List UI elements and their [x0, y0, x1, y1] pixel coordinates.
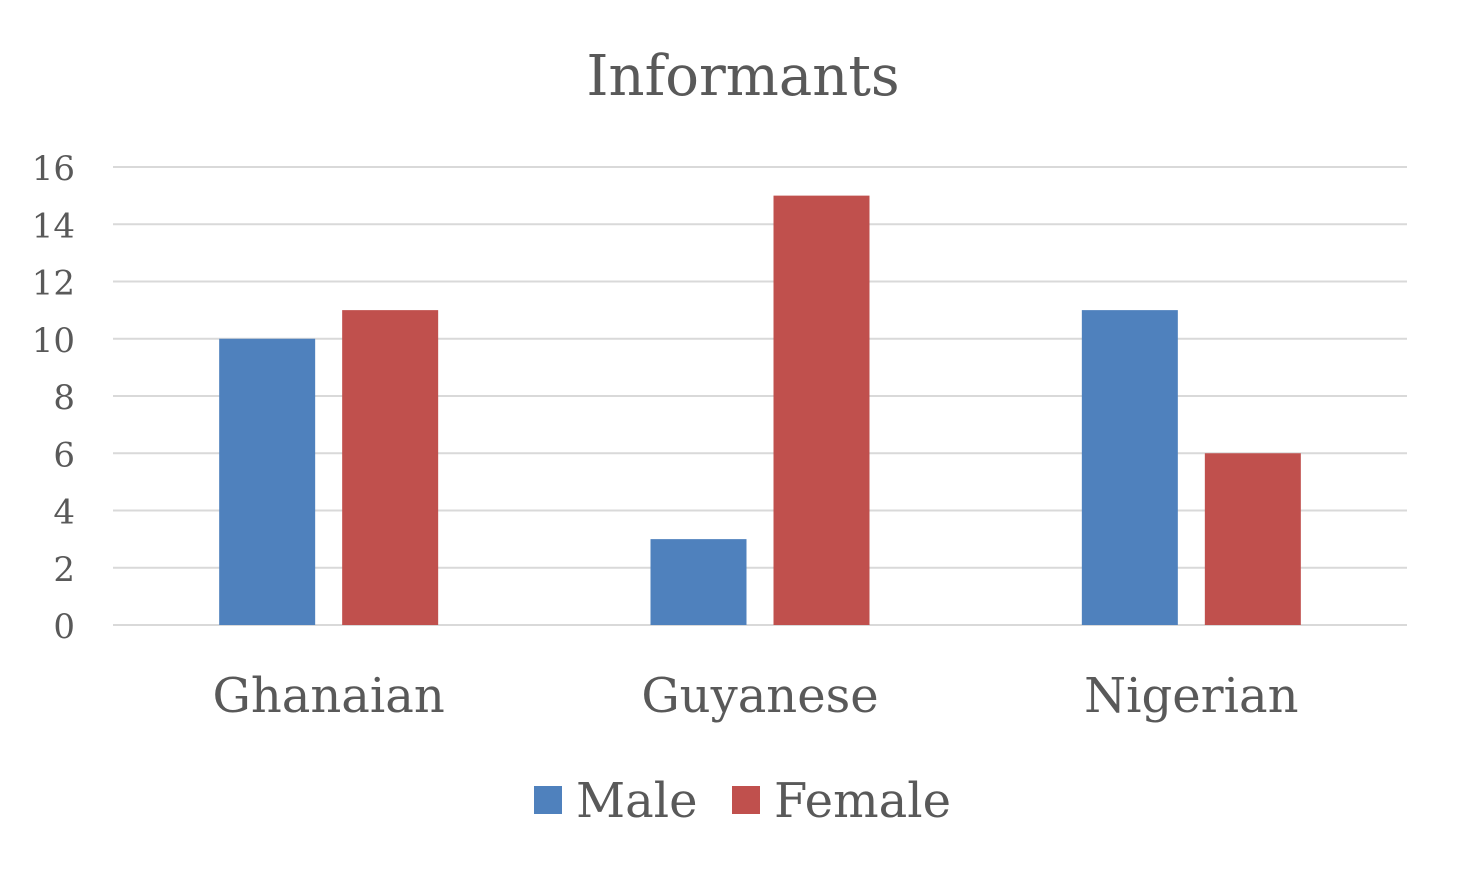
y-tick-label: 12	[32, 264, 75, 304]
legend: Male Female	[534, 773, 951, 829]
chart-title: Informants	[586, 44, 899, 109]
bar-female-ghanaian	[342, 310, 439, 625]
x-category-label: Nigerian	[1084, 668, 1298, 724]
bars	[219, 195, 1301, 625]
legend-label-female: Female	[774, 773, 951, 829]
x-category-label: Ghanaian	[213, 668, 445, 724]
y-tick-label: 8	[53, 378, 75, 418]
y-tick-label: 16	[32, 149, 75, 189]
gridlines	[113, 166, 1407, 626]
bar-male-guyanese	[650, 539, 747, 625]
legend-label-male: Male	[576, 773, 698, 829]
legend-swatch-male	[534, 786, 562, 814]
y-tick-label: 0	[53, 607, 75, 647]
legend-swatch-female	[732, 786, 760, 814]
x-category-label: Guyanese	[641, 668, 878, 724]
bar-female-guyanese	[773, 195, 870, 625]
bar-male-ghanaian	[219, 338, 316, 625]
bar-female-nigerian	[1204, 453, 1301, 625]
y-tick-label: 10	[32, 321, 75, 361]
y-tick-label: 2	[53, 550, 75, 590]
bar-male-nigerian	[1081, 310, 1178, 625]
y-tick-label: 14	[32, 206, 75, 246]
y-axis-tick-labels: 0 2 4 6 8 10 12 14 16	[32, 149, 75, 647]
x-axis-category-labels: Ghanaian Guyanese Nigerian	[213, 668, 1299, 724]
y-tick-label: 4	[53, 493, 75, 533]
y-tick-label: 6	[53, 435, 75, 475]
